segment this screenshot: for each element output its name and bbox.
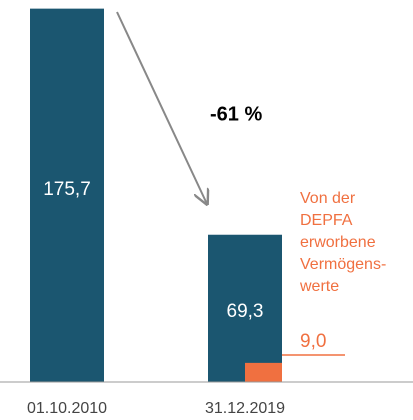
x-tick-label: 31.12.2019 — [205, 400, 285, 417]
segment-note: DEPFA — [300, 212, 353, 229]
segment-note: werte — [299, 278, 339, 295]
value-label: 69,3 — [227, 301, 264, 322]
segment-note: erworbene — [300, 234, 376, 251]
change-arrow — [116, 11, 207, 204]
bar — [208, 234, 282, 382]
segment-label: 9,0 — [300, 331, 326, 352]
segment-note: Vermögens- — [300, 256, 386, 273]
value-label: 175,7 — [43, 179, 91, 200]
change-label: -61 % — [210, 103, 262, 125]
segment-bar — [245, 362, 282, 382]
segment-note: Von der — [300, 190, 356, 207]
bar — [30, 8, 104, 382]
x-tick-label: 01.10.2010 — [27, 400, 107, 417]
